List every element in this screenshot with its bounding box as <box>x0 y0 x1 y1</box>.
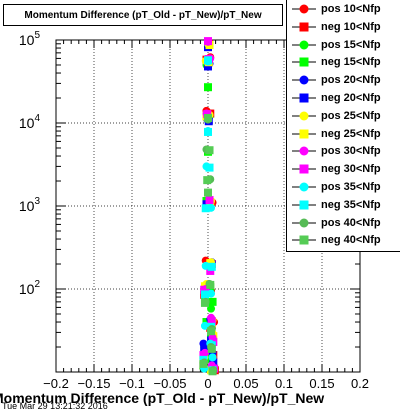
data-point <box>200 298 209 307</box>
data-point <box>204 127 212 136</box>
data-point <box>208 367 217 376</box>
data-point <box>199 351 208 360</box>
legend: pos 10<Nfp neg 10<Nfp pos 15<Nfp neg 15<Nfp… <box>286 0 400 252</box>
circle-marker-icon <box>287 71 321 89</box>
data-point <box>200 344 209 353</box>
data-point <box>207 262 216 271</box>
data-point <box>204 56 212 65</box>
data-point <box>203 176 212 185</box>
square-marker-icon <box>287 89 321 107</box>
legend-entry: pos 15<Nfp <box>287 36 381 54</box>
data-point <box>207 289 216 298</box>
legend-label: pos 25<Nfp <box>321 109 381 122</box>
x-tick-label: 0.15 <box>309 376 334 391</box>
y-tick-label: 104 <box>19 113 41 131</box>
data-point <box>205 146 214 155</box>
legend-entry: neg 20<Nfp <box>287 89 381 107</box>
circle-marker-icon <box>287 0 321 18</box>
data-point <box>204 83 212 92</box>
data-point <box>206 280 215 289</box>
circle-marker-icon <box>287 178 321 196</box>
data-point <box>200 285 209 294</box>
legend-label: pos 30<Nfp <box>321 145 381 158</box>
data-point <box>201 204 210 213</box>
data-point <box>208 353 217 362</box>
data-point <box>204 188 212 197</box>
y-tick-label: 102 <box>19 279 41 297</box>
x-tick-label: 0.05 <box>233 376 258 391</box>
chart-title: Momentum Difference (pT_Old - pT_New)/pT… <box>3 4 283 26</box>
legend-entry: neg 35<Nfp <box>287 196 381 214</box>
data-point <box>207 344 216 353</box>
data-point <box>207 304 216 313</box>
legend-entry: neg 30<Nfp <box>287 160 381 178</box>
data-point <box>207 317 216 326</box>
data-point <box>200 290 209 299</box>
square-marker-icon <box>287 53 321 71</box>
circle-marker-icon <box>287 142 321 160</box>
legend-label: pos 40<Nfp <box>321 216 381 229</box>
legend-entry: pos 25<Nfp <box>287 107 381 125</box>
x-tick-label: −0.2 <box>43 376 69 391</box>
circle-marker-icon <box>287 36 321 54</box>
legend-entry: pos 30<Nfp <box>287 142 381 160</box>
square-marker-icon <box>287 231 321 249</box>
data-point <box>204 37 212 46</box>
legend-entry: pos 20<Nfp <box>287 71 381 89</box>
legend-entry: neg 10<Nfp <box>287 18 381 36</box>
y-tick-label: 103 <box>19 196 41 214</box>
legend-label: neg 20<Nfp <box>321 92 381 104</box>
legend-label: pos 20<Nfp <box>321 74 381 87</box>
x-tick-label: 0.1 <box>275 376 293 391</box>
x-tick-label: −0.05 <box>154 376 187 391</box>
legend-label: pos 10<Nfp <box>321 3 381 15</box>
x-tick-label: 0.2 <box>351 376 369 391</box>
legend-label: neg 10<Nfp <box>321 20 381 33</box>
data-point <box>199 359 208 368</box>
legend-entry: neg 15<Nfp <box>287 53 381 71</box>
square-marker-icon <box>287 18 321 36</box>
legend-label: neg 15<Nfp <box>321 56 381 69</box>
square-marker-icon <box>287 160 321 178</box>
data-point <box>205 163 214 172</box>
legend-label: neg 25<Nfp <box>321 127 381 140</box>
data-point <box>207 327 216 336</box>
legend-label: pos 15<Nfp <box>321 38 381 51</box>
data-point <box>204 62 212 71</box>
circle-marker-icon <box>287 107 321 125</box>
legend-entry: neg 25<Nfp <box>287 125 381 143</box>
legend-entry: neg 40<Nfp <box>287 231 381 249</box>
data-point <box>202 318 211 327</box>
legend-label: pos 35<Nfp <box>321 181 381 193</box>
x-tick-label: 0 <box>204 376 211 391</box>
x-tick-label: −0.1 <box>119 376 145 391</box>
data-point <box>200 321 209 330</box>
legend-entry: pos 35<Nfp <box>287 178 381 196</box>
x-axis-label: Momentum Difference (pT_Old - pT_New)/pT… <box>0 390 325 406</box>
circle-marker-icon <box>287 214 321 232</box>
legend-entry: pos 40<Nfp <box>287 214 381 232</box>
data-point <box>206 266 215 275</box>
legend-label: neg 30<Nfp <box>321 163 381 176</box>
legend-entry: pos 10<Nfp <box>287 0 381 18</box>
data-point <box>208 297 217 306</box>
legend-label: neg 40<Nfp <box>321 234 381 247</box>
legend-label: neg 35<Nfp <box>321 198 381 211</box>
data-point <box>205 196 214 205</box>
y-tick-label: 105 <box>19 30 41 48</box>
timestamp: Tue Mar 29 13:21:32 2016 <box>2 401 108 411</box>
data-point <box>204 113 212 122</box>
x-tick-label: −0.15 <box>78 376 111 391</box>
data-point <box>201 261 210 270</box>
square-marker-icon <box>287 125 321 143</box>
square-marker-icon <box>287 196 321 214</box>
